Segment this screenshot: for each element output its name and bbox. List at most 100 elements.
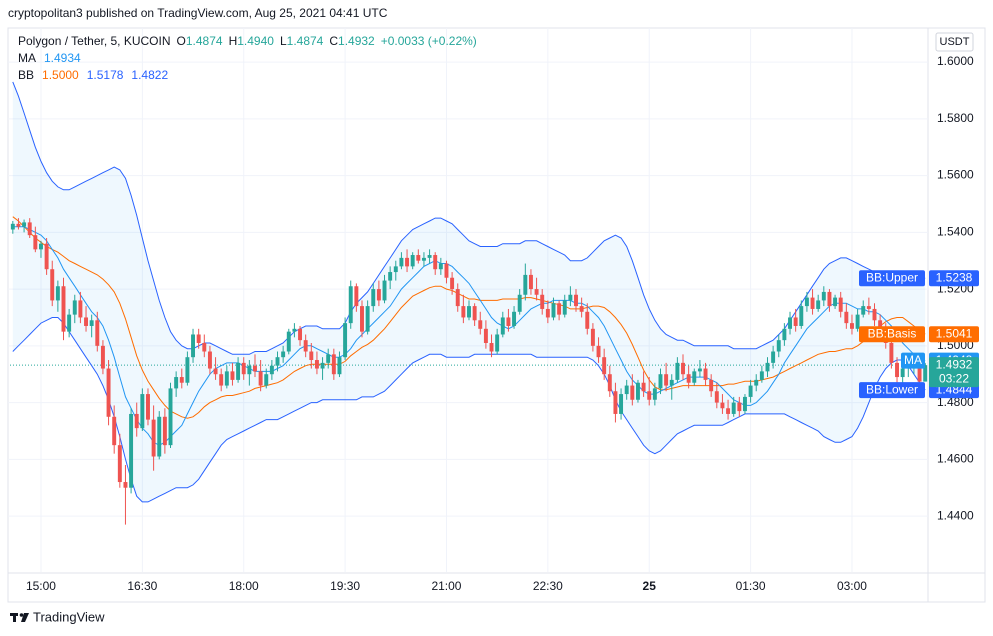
candle-body: [669, 379, 674, 386]
candle-body: [168, 388, 173, 446]
x-tick-label: 16:30: [127, 579, 157, 593]
candle-body: [275, 357, 280, 366]
candle-body: [821, 291, 826, 301]
candle-body: [202, 342, 207, 352]
candle-body: [264, 374, 269, 386]
candle-body: [647, 391, 652, 400]
candle-body: [557, 303, 562, 315]
series-tag-name: BB:Lower: [866, 382, 918, 396]
candle-body: [207, 351, 212, 369]
legend-text: MA: [18, 51, 36, 65]
candle-body: [174, 377, 179, 389]
candle-body: [534, 289, 539, 295]
candle-body: [106, 368, 111, 417]
candle-body: [506, 317, 511, 326]
candle-body: [675, 362, 680, 380]
candle-body: [686, 374, 691, 383]
candle-body: [528, 274, 533, 290]
candle-body: [22, 222, 27, 227]
candle-body: [855, 314, 860, 329]
candle-body: [917, 362, 922, 382]
candle-body: [478, 320, 483, 329]
candle-body: [253, 365, 257, 372]
x-tick-label: 25: [643, 579, 657, 593]
candle-body: [292, 328, 297, 332]
candle-body: [16, 223, 21, 227]
candle-body: [421, 257, 426, 261]
grid: [8, 28, 928, 572]
legend-text: Polygon / Tether, 5, KUCOIN: [18, 34, 171, 48]
pane-frame: [7, 27, 986, 603]
candle-body: [258, 371, 263, 386]
candle-body: [61, 286, 66, 332]
x-tick-label: 01:30: [736, 579, 766, 593]
candle-body: [742, 396, 747, 412]
candle-body: [523, 274, 528, 295]
candle-body: [112, 416, 117, 446]
candle-body: [343, 323, 348, 358]
y-tick-label: 1.5600: [937, 168, 974, 182]
candle-body: [652, 388, 657, 400]
candle-body: [416, 255, 421, 261]
x-tick-label: 22:30: [533, 579, 563, 593]
candle-body: [923, 365, 928, 382]
candle-body: [793, 317, 798, 326]
candle-body: [804, 297, 809, 307]
x-tick-label: 15:00: [26, 579, 56, 593]
candle-body: [900, 368, 905, 378]
candle-body: [10, 223, 15, 230]
candle-body: [658, 374, 663, 389]
candle-body: [33, 235, 38, 250]
footer-brand: TradingView: [33, 609, 105, 624]
candle-body: [134, 413, 139, 429]
candle-body: [771, 351, 776, 363]
candle-body: [590, 328, 595, 346]
indicator-line: [12, 317, 926, 503]
legend-text: 1.4822: [131, 68, 168, 82]
candle-body: [866, 306, 871, 309]
candle-body: [100, 345, 105, 369]
series-tag-name: BB:Basis: [868, 326, 917, 340]
candle-body: [326, 354, 331, 363]
candle-body: [495, 334, 500, 352]
candle-body: [117, 445, 122, 483]
price-tag-value: 1.5238: [936, 270, 973, 284]
candle-body: [483, 328, 488, 343]
series-tag-name: BB:Upper: [866, 270, 918, 284]
candle-body: [78, 300, 83, 318]
candle-body: [607, 374, 612, 392]
candle-body: [241, 362, 246, 375]
legend-text: L: [280, 34, 287, 48]
candle-body: [405, 257, 410, 267]
series-tag-name: MA: [904, 353, 922, 367]
candle-body: [55, 286, 60, 301]
candle-body: [754, 379, 759, 386]
candle-body: [365, 306, 370, 332]
candle-body: [630, 385, 635, 400]
candle-body: [50, 269, 55, 301]
candle-body: [799, 306, 804, 326]
bb-fill: [12, 81, 926, 502]
candle-body: [720, 402, 725, 409]
candle-body: [709, 379, 714, 392]
price-tag: [929, 357, 979, 388]
candle-body: [196, 334, 201, 343]
candle-body: [444, 263, 449, 278]
series-tag: [859, 382, 925, 399]
y-tick-label: 1.5400: [937, 224, 974, 238]
currency: USDT: [940, 36, 970, 48]
candle-body: [461, 306, 466, 318]
x-tick-label: 19:30: [330, 579, 360, 593]
candle-body: [500, 317, 505, 335]
price-tag: [929, 270, 979, 287]
candle-body: [427, 255, 432, 258]
candle-body: [681, 362, 685, 375]
currency-box[interactable]: [935, 32, 974, 52]
candle-body: [247, 365, 252, 375]
series-tag: [859, 326, 925, 343]
candle-body: [281, 351, 286, 358]
candle-body: [562, 300, 567, 315]
candle-body: [450, 277, 455, 290]
candle-body: [731, 402, 736, 414]
x-tick-label: 03:00: [837, 579, 867, 593]
